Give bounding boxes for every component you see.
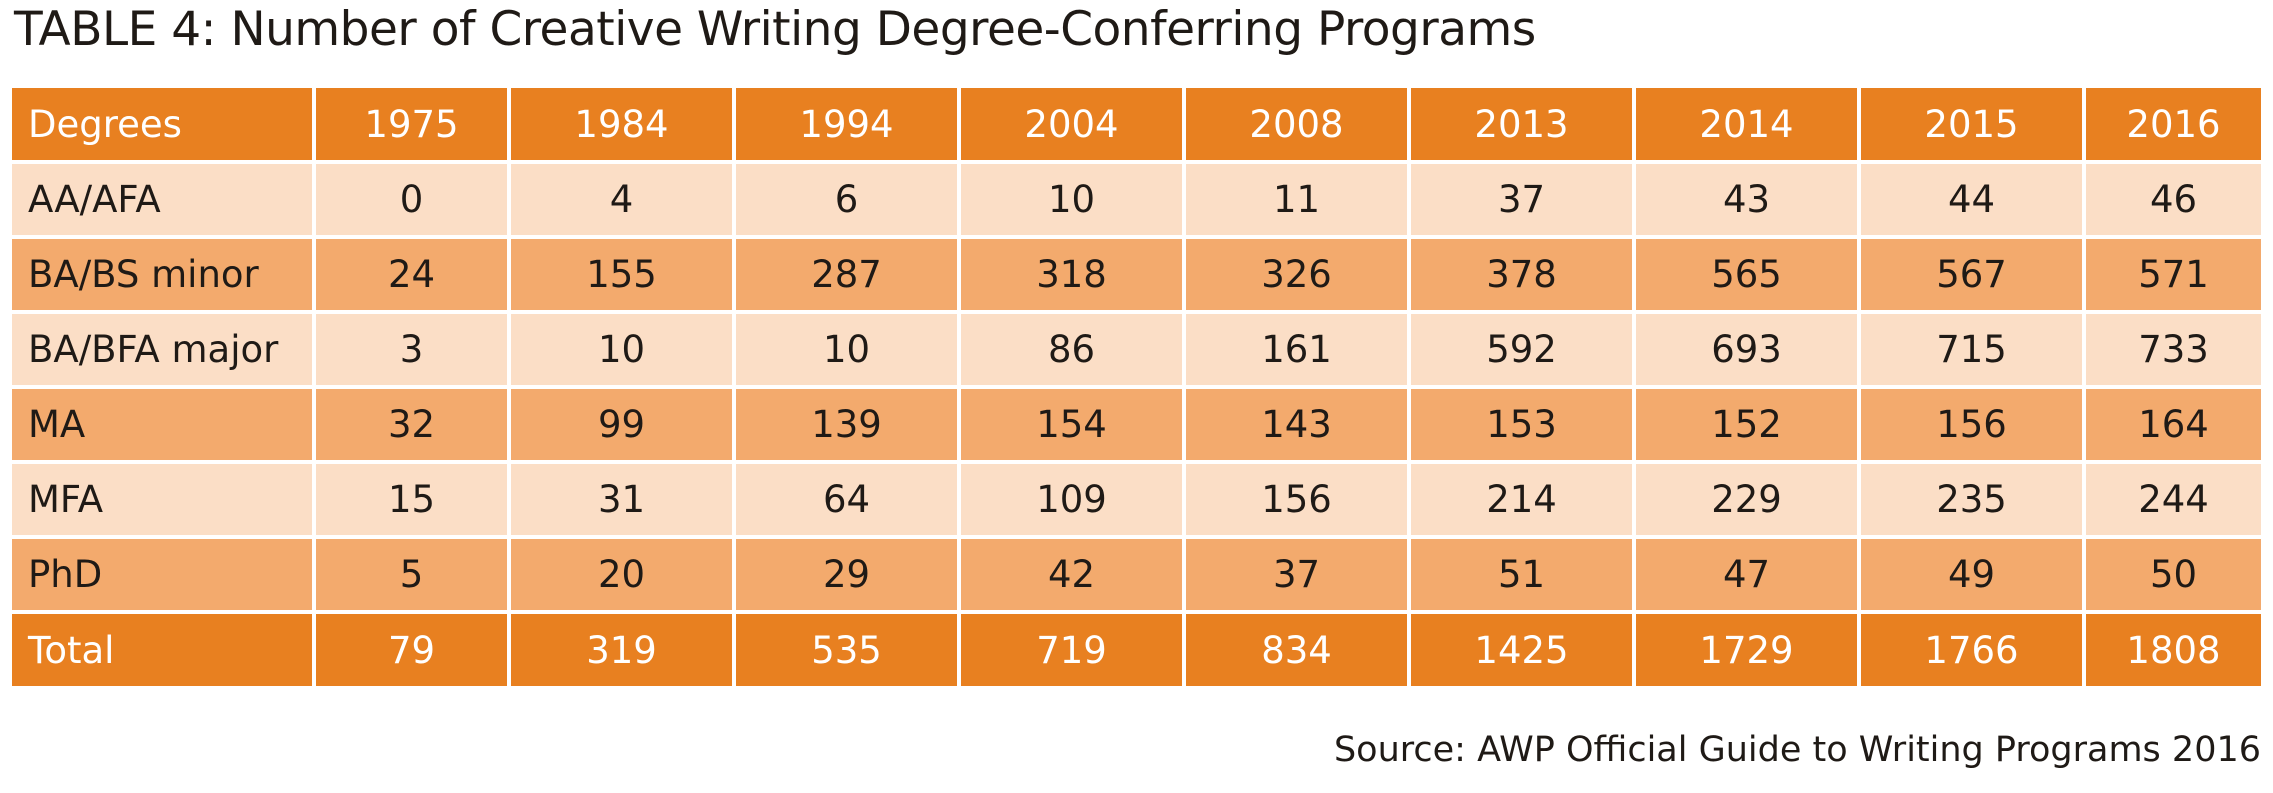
table-cell: 15 [312,460,511,539]
table-cell: 152 [1632,385,1861,464]
table-title: TABLE 4: Number of Creative Writing Degr… [14,2,1536,57]
header-cell-year: 2004 [957,88,1186,164]
table-cell: 287 [732,235,961,314]
table-cell: 31 [507,460,736,539]
table-cell: 109 [957,460,1186,539]
table-cell: 24 [312,235,511,314]
table-cell: 47 [1632,535,1861,614]
table-cell: 592 [1407,310,1636,389]
table-cell: 715 [1857,310,2086,389]
table-row: MA 32 99 139 154 143 153 152 156 164 [12,385,2261,464]
total-cell: 535 [732,610,961,686]
table-cell: 43 [1632,160,1861,239]
table-cell: 565 [1632,235,1861,314]
table-cell: 99 [507,385,736,464]
header-cell-year: 1984 [507,88,736,164]
header-cell-year: 2013 [1407,88,1636,164]
table-cell: 51 [1407,535,1636,614]
table-cell: 244 [2082,460,2261,539]
degree-label-cell: BA/BFA major [12,310,316,389]
table-row: AA/AFA 0 4 6 10 11 37 43 44 46 [12,160,2261,239]
table-cell: 693 [1632,310,1861,389]
table-cell: 571 [2082,235,2261,314]
total-cell: 1766 [1857,610,2086,686]
degree-label-cell: BA/BS minor [12,235,316,314]
table-cell: 50 [2082,535,2261,614]
degree-programs-table-container: Degrees 1975 1984 1994 2004 2008 2013 20… [12,88,2261,686]
header-cell-year: 1994 [732,88,961,164]
table-cell: 44 [1857,160,2086,239]
table-cell: 3 [312,310,511,389]
degree-label-cell: PhD [12,535,316,614]
table-cell: 567 [1857,235,2086,314]
table-cell: 154 [957,385,1186,464]
table-cell: 11 [1182,160,1411,239]
table-cell: 10 [732,310,961,389]
table-cell: 86 [957,310,1186,389]
total-cell: 79 [312,610,511,686]
table-cell: 156 [1857,385,2086,464]
table-cell: 32 [312,385,511,464]
table-cell: 235 [1857,460,2086,539]
table-cell: 29 [732,535,961,614]
table-cell: 42 [957,535,1186,614]
degree-label-cell: MA [12,385,316,464]
table-cell: 49 [1857,535,2086,614]
table-cell: 164 [2082,385,2261,464]
header-cell-year: 2008 [1182,88,1411,164]
table-cell: 64 [732,460,961,539]
table-row: PhD 5 20 29 42 37 51 47 49 50 [12,535,2261,614]
total-label-cell: Total [12,610,316,686]
table-cell: 214 [1407,460,1636,539]
total-cell: 1729 [1632,610,1861,686]
table-cell: 5 [312,535,511,614]
source-note: Source: AWP Official Guide to Writing Pr… [1333,730,2261,770]
table-cell: 153 [1407,385,1636,464]
table-cell: 143 [1182,385,1411,464]
total-cell: 1808 [2082,610,2261,686]
table-cell: 4 [507,160,736,239]
degree-label-cell: AA/AFA [12,160,316,239]
header-cell-year: 2014 [1632,88,1861,164]
degree-label-cell: MFA [12,460,316,539]
table-row: BA/BS minor 24 155 287 318 326 378 565 5… [12,235,2261,314]
table-row: BA/BFA major 3 10 10 86 161 592 693 715 … [12,310,2261,389]
table-cell: 20 [507,535,736,614]
table-cell: 10 [957,160,1186,239]
header-cell-year: 2016 [2082,88,2261,164]
table-cell: 326 [1182,235,1411,314]
table-cell: 46 [2082,160,2261,239]
table-cell: 10 [507,310,736,389]
table-cell: 139 [732,385,961,464]
table-cell: 229 [1632,460,1861,539]
table-cell: 733 [2082,310,2261,389]
table-cell: 318 [957,235,1186,314]
total-cell: 1425 [1407,610,1636,686]
total-cell: 834 [1182,610,1411,686]
header-row: Degrees 1975 1984 1994 2004 2008 2013 20… [12,88,2261,164]
table-cell: 37 [1407,160,1636,239]
table-cell: 156 [1182,460,1411,539]
total-cell: 719 [957,610,1186,686]
total-row: Total 79 319 535 719 834 1425 1729 1766 … [12,610,2261,686]
table-cell: 155 [507,235,736,314]
header-cell-degrees: Degrees [12,88,316,164]
table-cell: 6 [732,160,961,239]
total-cell: 319 [507,610,736,686]
table-row: MFA 15 31 64 109 156 214 229 235 244 [12,460,2261,539]
table-cell: 0 [312,160,511,239]
table-cell: 37 [1182,535,1411,614]
degree-programs-table: Degrees 1975 1984 1994 2004 2008 2013 20… [12,88,2261,686]
header-cell-year: 2015 [1857,88,2086,164]
table-cell: 161 [1182,310,1411,389]
header-cell-year: 1975 [312,88,511,164]
table-cell: 378 [1407,235,1636,314]
